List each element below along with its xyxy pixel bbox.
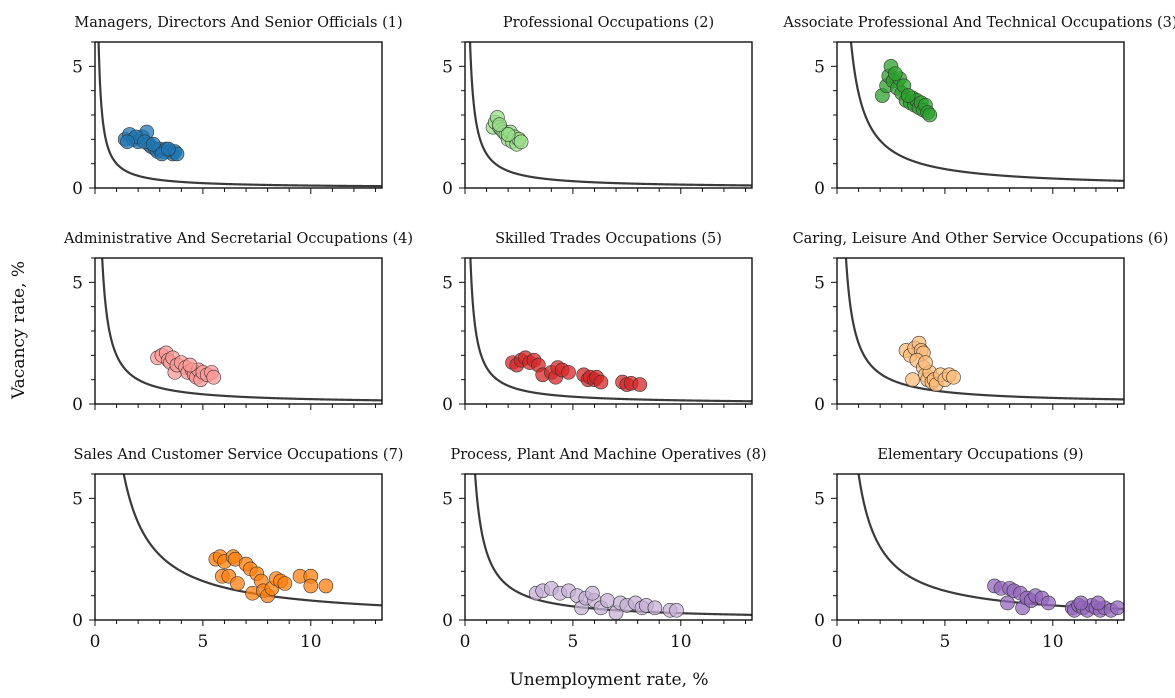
data-point xyxy=(230,576,245,591)
plot-frame xyxy=(836,41,1125,189)
data-point xyxy=(500,127,516,142)
data-point xyxy=(492,117,507,133)
y-axis-label: Vacancy rate, % xyxy=(9,261,29,400)
panel-3: Associate Professional And Technical Occ… xyxy=(782,15,1175,199)
panel-title: Process, Plant And Machine Operatives (8… xyxy=(450,447,766,463)
panel-title: Associate Professional And Technical Occ… xyxy=(782,15,1175,31)
data-point xyxy=(161,141,176,157)
x-tick-label: 5 xyxy=(939,632,950,652)
panel-title: Skilled Trades Occupations (5) xyxy=(495,231,722,247)
fitted-curve xyxy=(468,42,752,187)
data-point xyxy=(669,602,684,618)
x-tick-label: 5 xyxy=(197,632,208,652)
x-tick-label: 0 xyxy=(832,632,843,652)
data-point xyxy=(900,88,916,103)
panels-group: Managers, Directors And Senior Officials… xyxy=(63,15,1175,652)
y-tick-label: 0 xyxy=(814,611,825,631)
data-point xyxy=(946,369,961,385)
data-point xyxy=(561,365,576,380)
data-point xyxy=(513,134,529,150)
data-point xyxy=(593,374,609,390)
y-tick-label: 5 xyxy=(814,489,825,509)
x-axis-label: Unemployment rate, % xyxy=(509,670,708,690)
x-tick-label: 0 xyxy=(460,632,471,652)
panel-9: Elementary Occupations (9) 0 5 0 5 10 xyxy=(814,447,1125,652)
plot-frame xyxy=(836,257,1125,405)
panel-4: Administrative And Secretarial Occupatio… xyxy=(63,231,413,415)
y-tick-label: 5 xyxy=(72,273,83,293)
panel-title: Professional Occupations (2) xyxy=(503,15,714,31)
data-point xyxy=(206,369,221,385)
fitted-curve xyxy=(849,42,1124,182)
data-point xyxy=(647,600,663,616)
y-tick-label: 0 xyxy=(72,179,83,199)
panel-8: Process, Plant And Machine Operatives (8… xyxy=(442,447,766,652)
panel-title: Managers, Directors And Senior Officials… xyxy=(74,15,402,31)
panel-1: Managers, Directors And Senior Officials… xyxy=(72,15,402,199)
y-tick-label: 0 xyxy=(814,179,825,199)
x-tick-label: 10 xyxy=(1042,632,1064,652)
data-point xyxy=(632,377,648,392)
y-tick-label: 5 xyxy=(442,489,453,509)
y-tick-label: 0 xyxy=(814,395,825,415)
data-point xyxy=(318,578,334,594)
plot-frame xyxy=(94,257,383,405)
x-tick-label: 0 xyxy=(90,632,101,652)
data-point xyxy=(1090,595,1106,611)
panel-title: Administrative And Secretarial Occupatio… xyxy=(63,231,413,247)
data-point xyxy=(922,107,938,123)
plot-frame xyxy=(464,41,753,189)
x-tick-label: 10 xyxy=(670,632,692,652)
panel-2: Professional Occupations (2) 0 5 xyxy=(442,15,753,199)
y-tick-label: 5 xyxy=(442,273,453,293)
data-point xyxy=(1073,595,1089,611)
data-point xyxy=(1110,600,1124,616)
fitted-curve xyxy=(97,42,382,188)
panel-title: Sales And Customer Service Occupations (… xyxy=(74,447,404,463)
y-tick-label: 0 xyxy=(72,395,83,415)
data-point xyxy=(887,66,903,81)
data-point xyxy=(600,593,615,608)
data-point xyxy=(303,578,319,594)
data-point xyxy=(1041,595,1056,611)
plot-frame xyxy=(94,41,383,189)
plot-frame xyxy=(94,473,383,621)
x-tick-label: 10 xyxy=(300,632,322,652)
panel-6: Caring, Leisure And Other Service Occupa… xyxy=(793,231,1169,415)
y-tick-label: 5 xyxy=(72,489,83,509)
data-point xyxy=(1000,595,1015,611)
fitted-curve xyxy=(473,474,752,616)
y-tick-label: 0 xyxy=(72,611,83,631)
y-tick-label: 0 xyxy=(442,179,453,199)
data-point xyxy=(585,585,600,601)
y-tick-label: 5 xyxy=(72,57,83,77)
fitted-curve xyxy=(469,258,752,403)
x-tick-label: 5 xyxy=(567,632,578,652)
fitted-curve xyxy=(101,258,382,402)
data-point xyxy=(145,136,161,152)
y-tick-label: 5 xyxy=(814,273,825,293)
panel-5: Skilled Trades Occupations (5) 0 5 xyxy=(442,231,753,415)
panel-7: Sales And Customer Service Occupations (… xyxy=(72,447,403,652)
data-point xyxy=(918,355,933,370)
fitted-curve xyxy=(844,258,1124,401)
data-point xyxy=(277,576,293,591)
plot-frame xyxy=(464,257,753,405)
y-tick-label: 0 xyxy=(442,611,453,631)
panel-title: Elementary Occupations (9) xyxy=(877,447,1083,463)
data-point xyxy=(182,357,198,373)
y-tick-label: 5 xyxy=(814,57,825,77)
data-point xyxy=(905,372,920,387)
data-point xyxy=(120,134,135,150)
y-tick-label: 0 xyxy=(442,395,453,415)
panel-title: Caring, Leisure And Other Service Occupa… xyxy=(793,231,1169,247)
fitted-curve xyxy=(122,474,382,607)
y-tick-label: 5 xyxy=(442,57,453,77)
